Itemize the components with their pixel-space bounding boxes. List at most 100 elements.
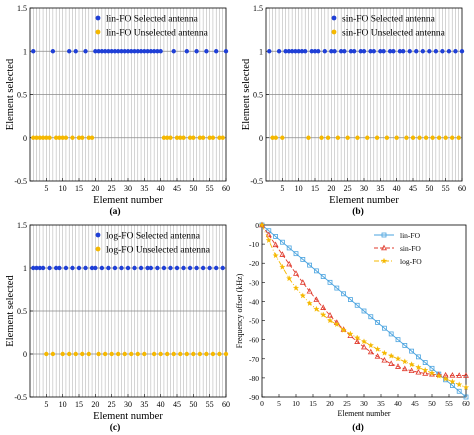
x-tick-label: 60	[458, 184, 466, 193]
data-point	[214, 49, 219, 54]
y-tick-label: -80	[249, 374, 259, 383]
data-point	[200, 135, 206, 140]
data-point	[265, 237, 272, 243]
data-point	[83, 49, 88, 54]
legend-marker	[331, 15, 337, 21]
data-point	[171, 49, 176, 54]
x-tick-label: 20	[91, 400, 99, 409]
series-line	[261, 224, 467, 398]
data-point	[306, 300, 313, 306]
data-point	[34, 135, 39, 140]
data-point	[292, 284, 300, 291]
x-tick-label: 25	[108, 400, 116, 409]
data-point	[276, 49, 282, 54]
legend-label: sin-FO Unselected antenna	[342, 29, 446, 39]
data-point	[279, 263, 286, 270]
data-point	[286, 245, 292, 251]
data-point	[397, 49, 403, 54]
legend-label: lin-FO Selected antenna	[106, 15, 199, 25]
data-point	[112, 49, 118, 54]
x-tick-label: 55	[445, 399, 453, 408]
data-point	[401, 49, 406, 54]
data-point	[31, 135, 36, 140]
data-point	[109, 49, 114, 54]
data-point	[395, 363, 401, 369]
data-point	[148, 49, 154, 54]
data-point	[415, 354, 421, 360]
data-point	[381, 325, 387, 331]
panel-label: (a)	[109, 206, 120, 217]
data-point	[207, 265, 212, 271]
y-tick-label: -60	[249, 336, 259, 345]
y-axis-label: Element selected	[5, 58, 16, 130]
data-point	[44, 351, 49, 357]
data-point	[374, 135, 380, 140]
legend-marker	[95, 246, 101, 252]
data-point	[286, 275, 293, 282]
data-point	[388, 352, 395, 359]
data-point	[187, 135, 193, 140]
data-point	[381, 356, 388, 363]
data-point	[129, 351, 134, 357]
data-point	[303, 49, 308, 54]
data-point	[272, 241, 279, 248]
data-point	[86, 135, 92, 140]
data-point	[220, 135, 225, 140]
data-point	[299, 292, 306, 299]
data-point	[327, 312, 333, 318]
data-point	[165, 135, 170, 140]
data-point	[148, 265, 154, 271]
panel-label: (b)	[352, 206, 364, 217]
y-tick-label: -90	[249, 393, 259, 402]
data-point	[320, 274, 326, 280]
data-point	[70, 265, 75, 271]
x-tick-label: 50	[428, 399, 436, 408]
data-point	[63, 265, 69, 271]
series-unselected	[270, 135, 461, 140]
data-point	[299, 279, 306, 285]
data-point	[142, 49, 147, 54]
x-tick-label: 45	[411, 399, 419, 408]
data-point	[86, 351, 92, 357]
data-point	[37, 135, 42, 140]
data-point	[354, 338, 361, 344]
data-point	[109, 351, 114, 357]
legend-marker	[380, 257, 388, 264]
data-point	[293, 270, 299, 276]
data-point	[116, 351, 121, 357]
data-point	[158, 351, 163, 357]
x-tick-label: 35	[140, 400, 148, 409]
data-point	[168, 135, 173, 140]
data-point	[374, 353, 381, 359]
y-tick-label: 1	[23, 47, 27, 56]
data-point	[106, 49, 111, 54]
data-point	[174, 265, 180, 271]
data-point	[378, 49, 383, 54]
x-tick-label: 50	[189, 400, 197, 409]
x-tick-label: 10	[59, 184, 67, 193]
data-point	[391, 49, 396, 54]
x-tick-label: 20	[327, 184, 335, 193]
y-tick-label: 1.5	[17, 221, 27, 230]
data-point	[217, 135, 222, 140]
data-point	[102, 351, 108, 357]
data-point	[440, 49, 445, 54]
data-point	[47, 135, 52, 140]
data-point	[168, 265, 173, 271]
data-point	[387, 49, 393, 54]
data-point	[135, 49, 140, 54]
x-tick-label: 20	[91, 184, 99, 193]
data-point	[161, 135, 167, 140]
data-point	[197, 135, 203, 140]
data-point	[347, 297, 353, 302]
data-point	[273, 135, 278, 140]
data-point	[289, 49, 295, 54]
data-point	[341, 291, 347, 297]
data-point	[402, 342, 408, 348]
data-point	[158, 49, 163, 54]
data-point	[223, 351, 229, 357]
data-point	[462, 384, 470, 391]
data-point	[422, 370, 429, 376]
data-point	[401, 358, 408, 365]
x-tick-label: 60	[222, 400, 230, 409]
